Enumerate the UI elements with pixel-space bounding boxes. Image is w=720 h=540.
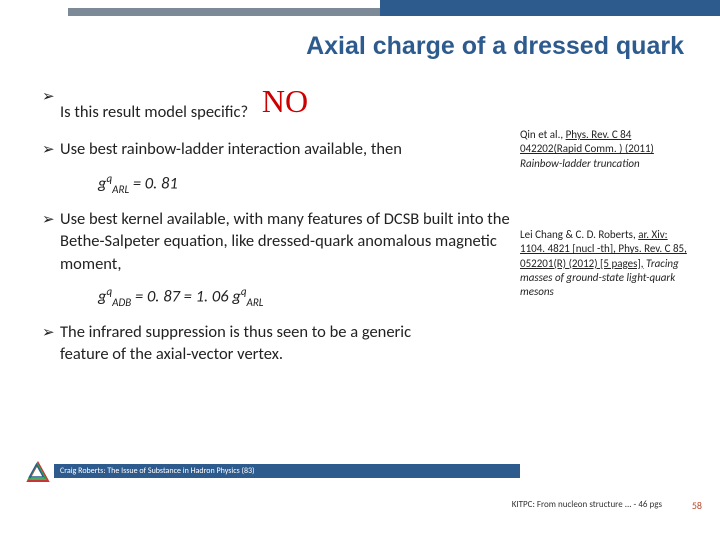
bullet-arrow-icon: ➢: [42, 138, 60, 162]
footer-right-text: KITPC: From nucleon structure ... - 46 p…: [512, 499, 662, 510]
ref1-desc: Rainbow-ladder truncation: [520, 157, 640, 170]
eq1-val: = 0. 81: [129, 174, 178, 194]
eq2-mid: = 0. 87 = 1. 06 g: [131, 286, 241, 306]
eq1-sub: ARL: [112, 183, 129, 196]
ref2-auth: Lei Chang & C. D. Roberts,: [520, 228, 638, 241]
page-number: 58: [692, 499, 702, 512]
bullet-1: ➢ Is this result model specific? NO: [42, 85, 690, 128]
eq2-sub: ADB: [112, 296, 131, 309]
no-word: NO: [252, 83, 308, 119]
ref1-auth: Qin et al.,: [520, 128, 566, 141]
bullet-4: ➢ The infrared suppression is thus seen …: [42, 321, 462, 366]
footer-bar: Craig Roberts: The Issue of Substance in…: [54, 464, 520, 478]
topbar-blue-stripe: [380, 0, 720, 16]
triangle-logo-icon: [26, 461, 50, 483]
reference-2: Lei Chang & C. D. Roberts, ar. Xiv: 1104…: [520, 228, 690, 299]
reference-1: Qin et al., Phys. Rev. C 84 042202(Rapid…: [520, 128, 690, 171]
page-title: Axial charge of a dressed quark: [0, 32, 692, 61]
bullet-arrow-icon: ➢: [42, 85, 60, 109]
bullet-1-text: Is this result model specific? NO: [60, 85, 690, 128]
bullet-4-text: The infrared suppression is thus seen to…: [60, 321, 462, 366]
bullet-1-label: Is this result model specific?: [60, 102, 248, 122]
footer-bar-text: Craig Roberts: The Issue of Substance in…: [60, 466, 255, 476]
bullet-arrow-icon: ➢: [42, 208, 60, 232]
bullet-arrow-icon: ➢: [42, 321, 60, 345]
equation-1: gqARL = 0. 81: [42, 172, 690, 196]
eq2-sub2: ARL: [246, 296, 263, 309]
topbar: [0, 0, 720, 18]
